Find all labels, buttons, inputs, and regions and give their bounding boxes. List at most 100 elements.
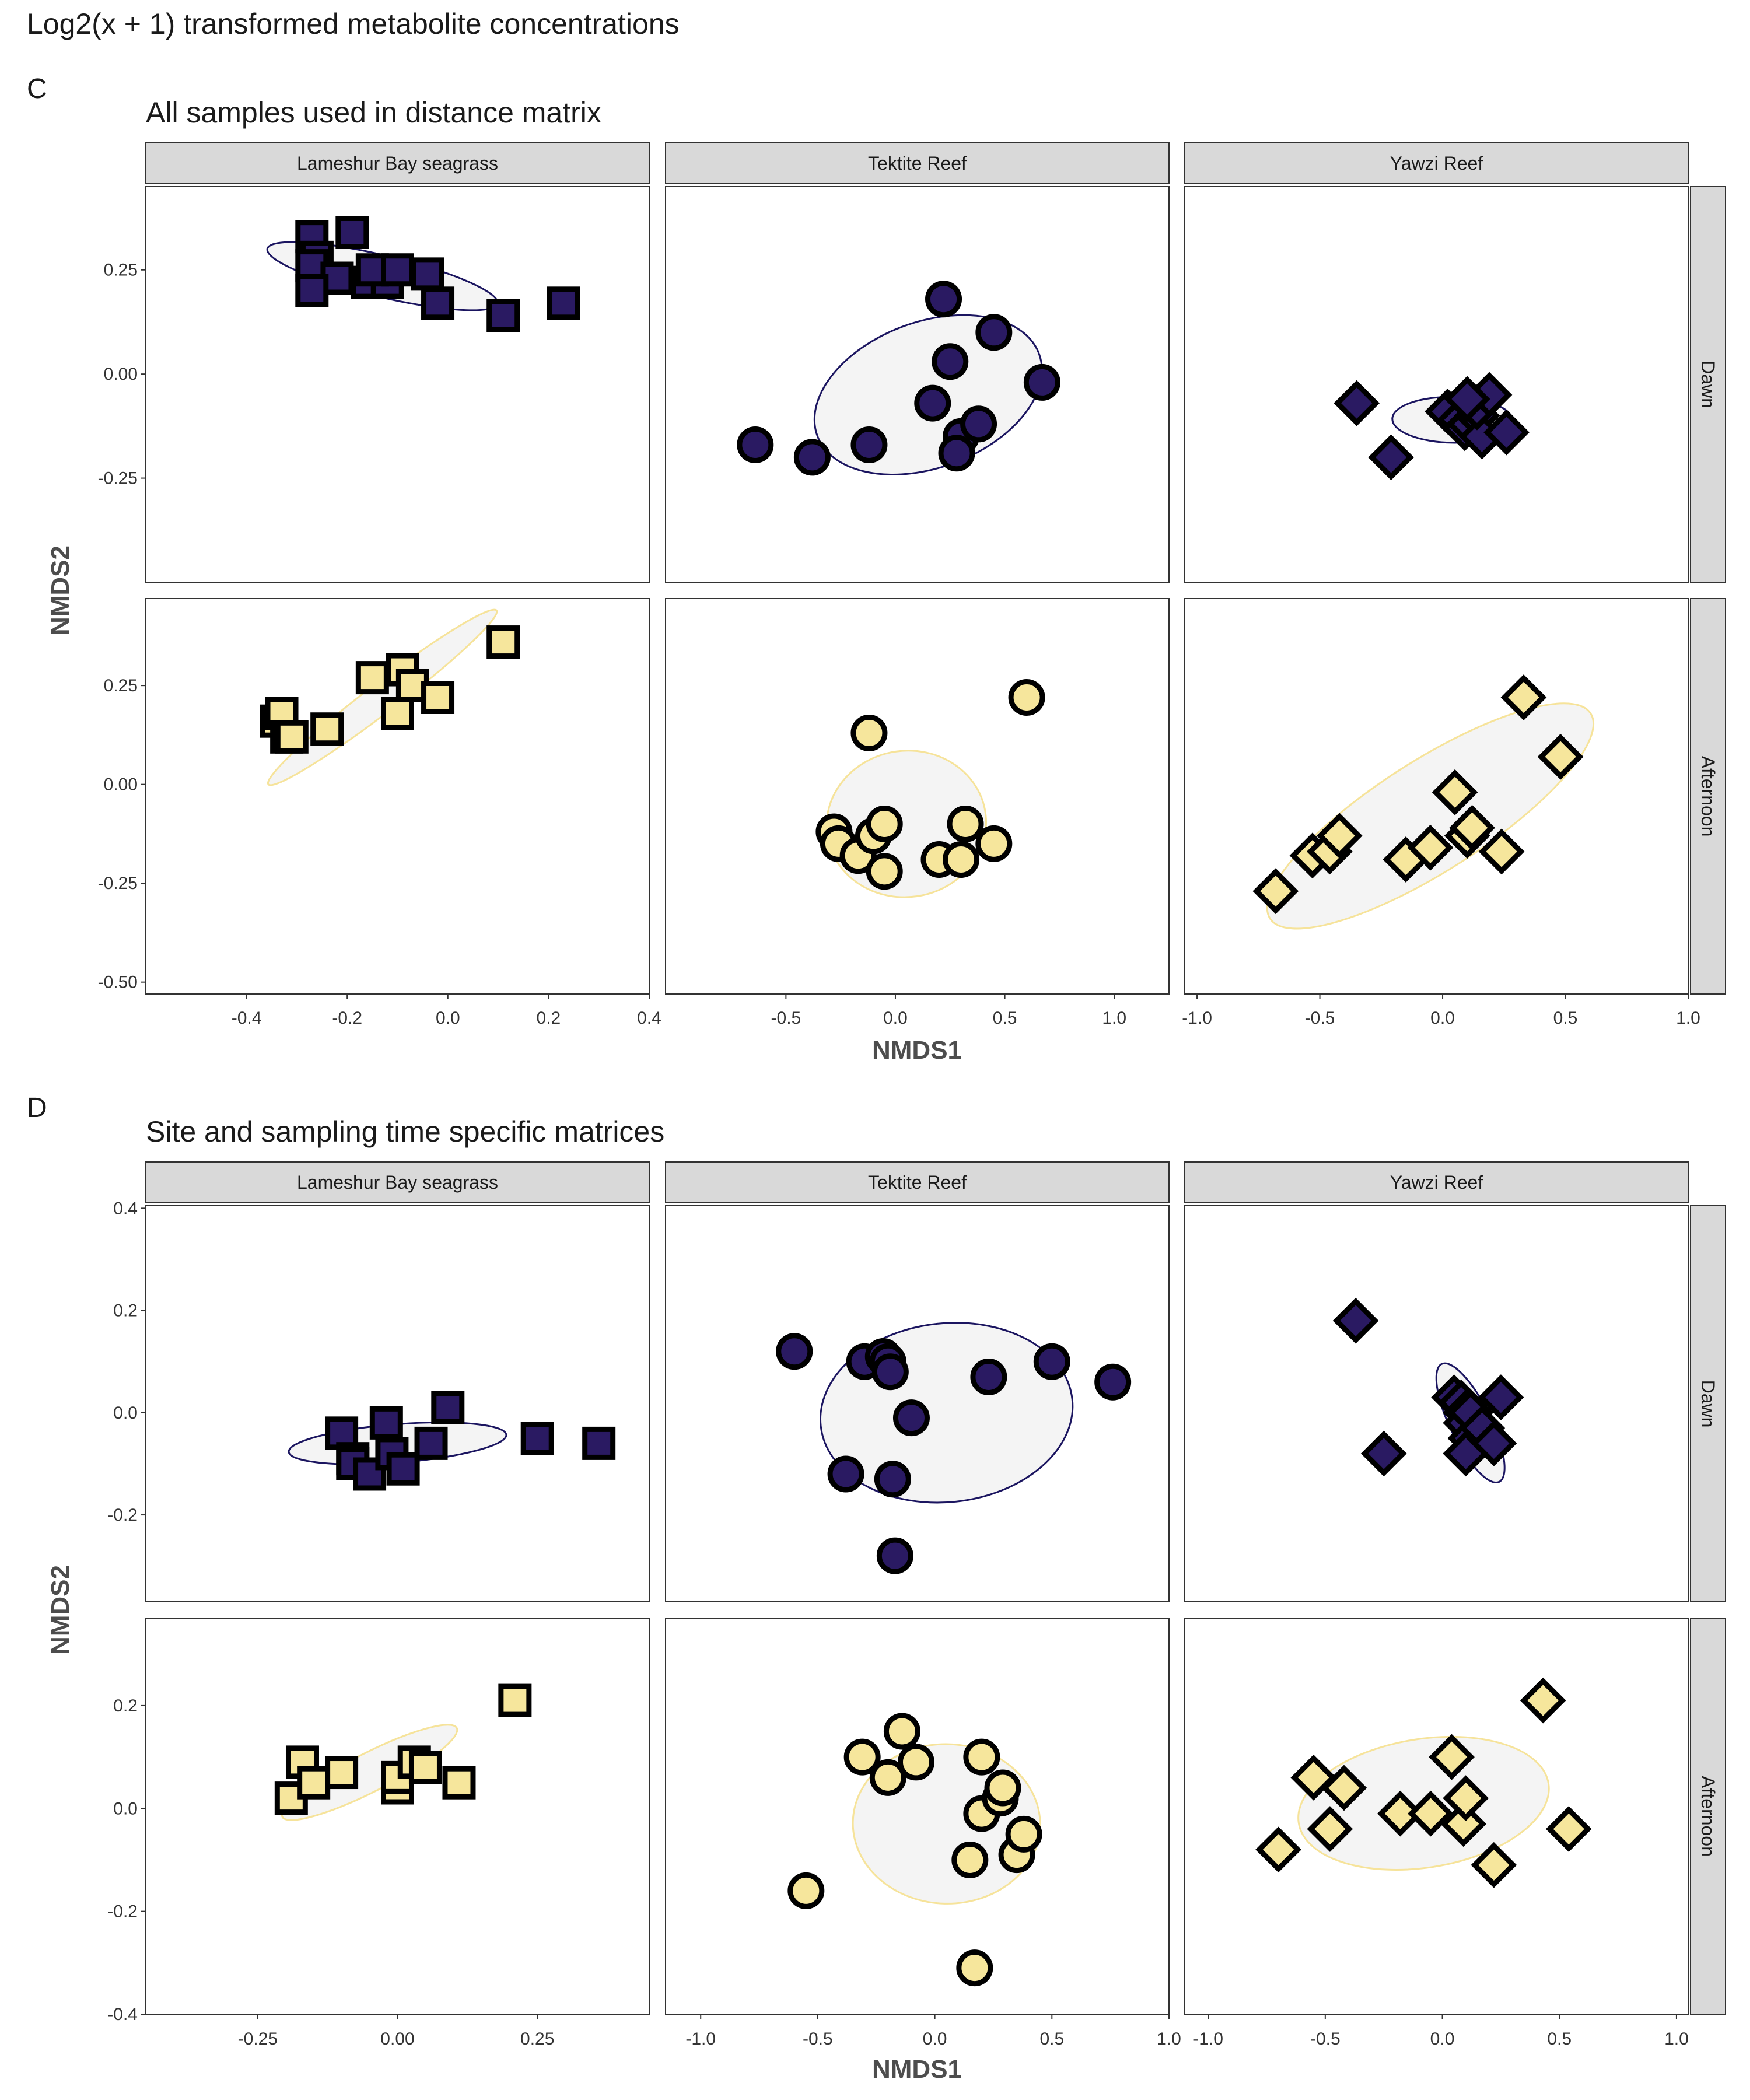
x-tick-label: 1.0	[1102, 1009, 1126, 1028]
data-point	[381, 253, 414, 287]
data-point	[295, 274, 329, 307]
data-point	[1334, 380, 1380, 426]
x-tick-label: 0.5	[993, 1009, 1017, 1028]
facet-strip-col	[1184, 1161, 1689, 1203]
data-point	[1332, 1297, 1379, 1344]
x-tick-label: 0.5	[1553, 1009, 1578, 1028]
y-tick-label: 0.25	[104, 261, 138, 280]
data-point	[1440, 1801, 1487, 1847]
data-point	[866, 805, 903, 842]
x-tick-label: 0.00	[380, 2029, 414, 2049]
x-tick-label: -1.0	[1182, 1009, 1212, 1028]
panel-0-1	[145, 598, 650, 995]
facet-strip-col-label: Yawzi Reef	[1390, 1172, 1483, 1193]
data-point	[414, 1426, 448, 1460]
data-point	[335, 216, 369, 250]
y-tick-label: -0.4	[107, 2005, 138, 2024]
panel-letter: C	[27, 74, 47, 104]
x-axis-label: NMDS1	[872, 1036, 962, 1065]
data-point	[520, 1422, 554, 1455]
data-point	[498, 1684, 532, 1717]
confidence-ellipse	[1266, 702, 1595, 930]
y-tick-label: 0.4	[113, 1199, 138, 1218]
facet-strip-row	[1690, 1618, 1726, 2015]
data-point	[1094, 1363, 1132, 1401]
data-point	[975, 314, 1013, 351]
x-tick-label: 0.0	[883, 1009, 908, 1028]
points-group	[788, 1713, 1042, 1987]
facet-strip-row	[1690, 598, 1726, 995]
panel-border	[665, 598, 1170, 995]
panel-background	[1185, 1206, 1688, 1602]
panel-border	[665, 1618, 1170, 2015]
data-point	[1449, 804, 1495, 851]
data-point	[850, 426, 888, 463]
data-point	[1005, 1815, 1042, 1853]
points-group	[1252, 674, 1584, 915]
x-tick-label: -0.5	[771, 1009, 802, 1028]
points-group	[1334, 372, 1530, 481]
y-tick-label: 0.0	[113, 1799, 138, 1818]
panel-border	[1184, 186, 1689, 583]
panel-border	[1184, 1205, 1689, 1602]
points-group	[274, 1684, 532, 1815]
data-point	[1500, 674, 1547, 720]
x-tick-label: -0.5	[1310, 2029, 1340, 2049]
data-point	[1321, 1765, 1367, 1811]
data-point	[1255, 1826, 1301, 1873]
y-tick-label: 0.00	[104, 365, 138, 384]
panel-2-0	[1184, 1205, 1689, 1602]
data-point	[947, 805, 984, 842]
data-point	[776, 1333, 813, 1370]
panel-background	[146, 187, 649, 582]
data-point	[381, 696, 414, 730]
data-point	[1429, 1734, 1475, 1780]
y-tick-label: 0.25	[104, 676, 138, 695]
data-point	[1360, 1430, 1407, 1477]
data-point	[1483, 409, 1530, 456]
data-point	[1368, 434, 1414, 481]
panel-1-0	[665, 1205, 1170, 1602]
data-point	[925, 281, 963, 318]
data-point	[892, 1399, 930, 1437]
figure-title: Log2(x + 1) transformed metabolite conce…	[27, 8, 680, 40]
data-point	[1471, 1420, 1517, 1466]
facet-strip-col	[145, 142, 650, 184]
data-point	[872, 1353, 909, 1391]
panel-background	[1185, 187, 1688, 582]
data-point	[876, 1537, 914, 1574]
data-point	[793, 439, 831, 476]
panel-border	[145, 598, 650, 995]
panels-root: C All samples used in distance matrix Lame…	[27, 74, 1726, 2084]
facet-strip-row-label: Afternoon	[1698, 756, 1718, 837]
panel-border	[1184, 1618, 1689, 2015]
panel-background	[146, 1618, 649, 2014]
panel-2-1	[1184, 598, 1689, 995]
data-point	[369, 1406, 403, 1440]
panel-1-1	[665, 1618, 1170, 2015]
x-tick-label: 1.0	[1664, 2029, 1689, 2049]
data-point	[932, 343, 969, 380]
panel-border	[145, 1205, 650, 1602]
x-tick-label: 0.25	[520, 2029, 554, 2049]
y-tick-label: -0.25	[98, 469, 138, 488]
data-point	[421, 681, 455, 714]
y-tick-label: 0.0	[113, 1404, 138, 1423]
facet-strip-row	[1690, 1205, 1726, 1602]
data-point	[325, 1756, 359, 1790]
panel-letter: D	[27, 1093, 47, 1124]
x-tick-label: -1.0	[685, 2029, 716, 2049]
data-point	[788, 1872, 825, 1909]
data-point	[897, 1744, 935, 1781]
data-point	[1252, 868, 1299, 915]
x-tick-label: -1.0	[1193, 2029, 1223, 2049]
data-point	[914, 384, 951, 422]
y-axis-label: NMDS2	[46, 545, 75, 635]
data-point	[1478, 828, 1525, 875]
x-tick-label: 1.0	[1676, 1009, 1700, 1028]
panel-0-0	[145, 1205, 650, 1602]
x-tick-label: 0.0	[923, 2029, 947, 2049]
y-tick-label: 0.2	[113, 1696, 138, 1716]
points-group	[1332, 1297, 1524, 1477]
